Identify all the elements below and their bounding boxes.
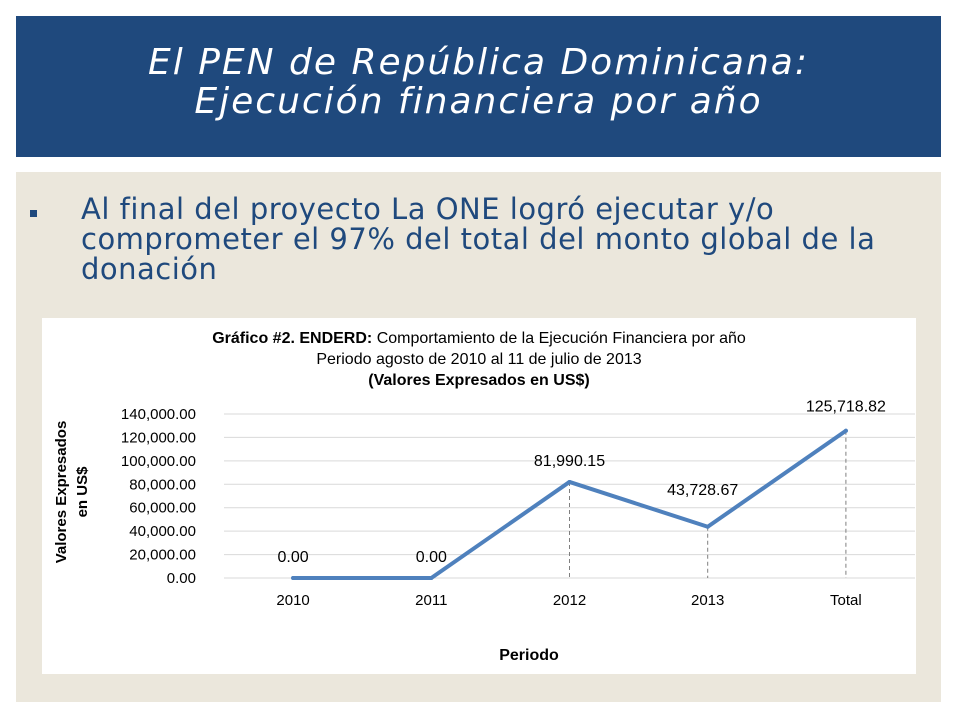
data-point [429,576,434,580]
series [291,428,848,580]
x-tick-labels: 2010 2011 2012 2013 Total [276,592,861,609]
data-point [843,428,848,433]
y-tick-label: 80,000.00 [129,476,196,493]
title-bar: El PEN de República Dominicana: Ejecució… [16,16,941,157]
y-axis-label-line1: Valores Expresados [53,421,70,564]
y-axis-label-line2: en US$ [74,466,91,518]
bullet-square-icon [30,210,37,217]
chart-title-bold: Gráfico #2. ENDERD: [212,330,372,347]
y-tick-labels: 0.00 20,000.00 40,000.00 60,000.00 80,000.00… [121,406,196,587]
y-tick-label: 60,000.00 [129,500,196,517]
chart-subtitle: Periodo agosto de 2010 al 11 de julio de… [316,351,641,368]
content-area: Al final del proyecto La ONE logró ejecu… [16,172,941,702]
data-label: 43,728.67 [667,482,738,499]
data-label: 0.00 [278,549,309,566]
slide-title-line1: El PEN de República Dominicana: [148,42,809,83]
bullet-text: Al final del proyecto La ONE logró ejecu… [81,192,876,286]
x-tick-label: 2010 [276,592,309,609]
data-label: 0.00 [416,549,447,566]
chart-container: Gráfico #2. ENDERD: Comportamiento de la… [42,318,916,674]
x-tick-label: 2011 [415,592,447,609]
y-tick-label: 140,000.00 [121,406,196,423]
chart-subtitle-units: (Valores Expresados en US$) [368,372,589,389]
data-label: 125,718.82 [806,399,886,416]
x-tick-label: Total [830,592,862,609]
data-label: 81,990.15 [534,453,605,470]
y-tick-label: 20,000.00 [129,547,196,564]
drop-lines [569,430,847,578]
slide-title-line2: Ejecución financiera por año [194,81,763,122]
y-tick-label: 120,000.00 [121,429,196,446]
data-point [291,576,296,580]
data-point [705,524,710,529]
chart-title: Gráfico #2. ENDERD: Comportamiento de la… [212,330,746,347]
y-tick-label: 0.00 [167,570,196,587]
y-tick-label: 40,000.00 [129,523,196,540]
x-tick-label: 2012 [553,592,586,609]
y-tick-label: 100,000.00 [121,453,196,470]
x-tick-label: 2013 [691,592,724,609]
x-axis-label: Periodo [499,647,559,664]
data-labels: 0.00 0.00 81,990.15 43,728.67 125,718.82 [278,399,887,566]
chart-title-rest: Comportamiento de la Ejecución Financier… [377,330,746,347]
slide-title: El PEN de República Dominicana: Ejecució… [16,43,941,121]
data-point [567,479,572,484]
line-chart: Gráfico #2. ENDERD: Comportamiento de la… [53,330,915,664]
